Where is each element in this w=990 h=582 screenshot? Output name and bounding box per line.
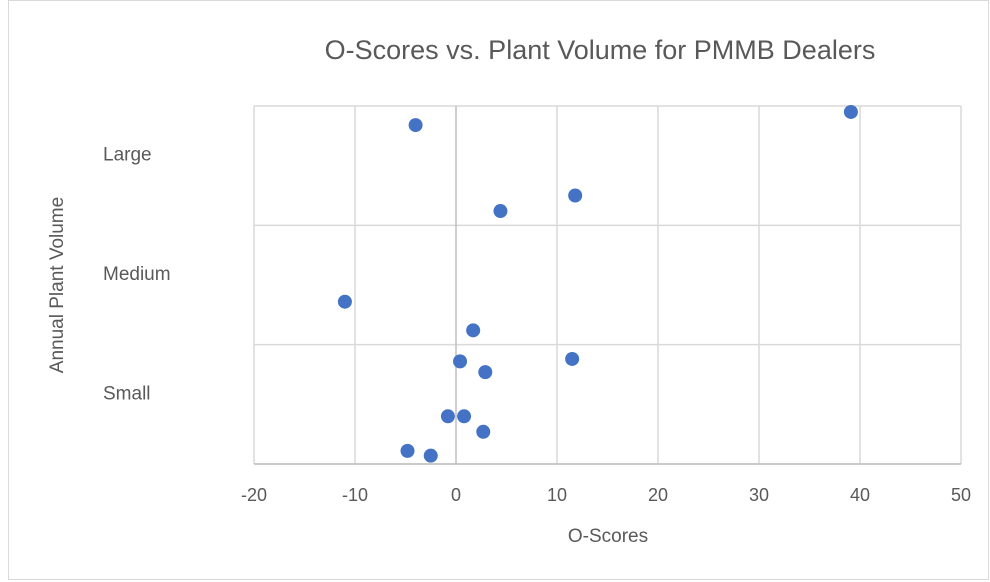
- point: [478, 365, 493, 380]
- chart-title: O-Scores vs. Plant Volume for PMMB Deale…: [325, 35, 876, 65]
- y-category-label: Small: [103, 383, 151, 404]
- x-tick-label: 30: [749, 485, 769, 505]
- x-tick-label: 40: [850, 485, 870, 505]
- x-tick-label: 50: [951, 485, 971, 505]
- point: [440, 409, 455, 424]
- point: [568, 188, 583, 203]
- x-axis-title: O-Scores: [568, 526, 648, 547]
- x-tick-label: 10: [547, 485, 567, 505]
- y-category-label: Medium: [103, 264, 171, 285]
- point: [453, 354, 468, 369]
- point: [493, 204, 508, 219]
- x-tick-label: 20: [648, 485, 668, 505]
- point: [457, 409, 472, 424]
- point: [400, 443, 415, 458]
- point: [466, 323, 481, 338]
- y-category-label: Large: [103, 145, 152, 166]
- point: [476, 424, 491, 439]
- point: [843, 104, 858, 119]
- point: [337, 294, 352, 309]
- chart-border: [8, 0, 989, 580]
- y-axis-title: Annual Plant Volume: [47, 197, 68, 373]
- x-tick-label: -20: [241, 485, 267, 505]
- point: [565, 351, 580, 366]
- x-tick-label: -10: [342, 485, 368, 505]
- point: [408, 118, 423, 133]
- point: [423, 448, 438, 463]
- x-tick-label: 0: [451, 485, 461, 505]
